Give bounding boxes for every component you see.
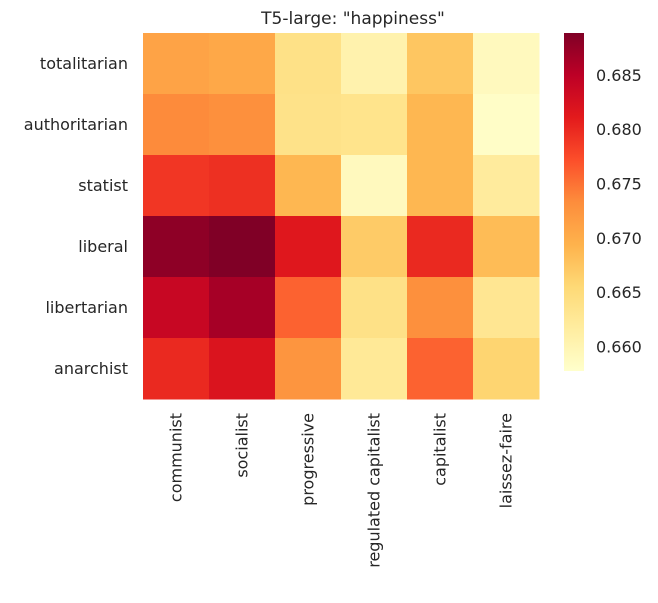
heatmap-cell	[275, 155, 342, 217]
heatmap-cell	[407, 216, 474, 278]
colorbar-tick-label: 0.685	[596, 66, 642, 85]
x-tick-label: communist	[167, 413, 186, 502]
heatmap-cell	[275, 338, 342, 400]
heatmap-cell	[143, 33, 210, 95]
heatmap-cell	[407, 33, 474, 95]
heatmap-cell	[209, 94, 276, 156]
colorbar-tick-label: 0.675	[596, 175, 642, 194]
heatmap-cell	[473, 277, 540, 339]
heatmap-cell	[473, 33, 540, 95]
heatmap-cell	[209, 33, 276, 95]
heatmap-cell	[143, 277, 210, 339]
heatmap-cell	[473, 94, 540, 156]
heatmap-cell	[143, 216, 210, 278]
heatmap-cell	[341, 338, 408, 400]
x-tick-label: laissez-faire	[497, 413, 516, 508]
colorbar-ticks: 0.660 0.665 0.670 0.675 0.680 0.685	[596, 66, 642, 357]
colorbar-tick-label: 0.680	[596, 120, 642, 139]
colorbar-tick-label: 0.665	[596, 283, 642, 302]
y-tick-label: libertarian	[45, 298, 128, 317]
x-tick-label: socialist	[233, 413, 252, 478]
heatmap-cell	[209, 277, 276, 339]
heatmap-cell	[341, 216, 408, 278]
y-tick-label: authoritarian	[24, 115, 128, 134]
heatmap-cell	[209, 216, 276, 278]
heatmap-cell	[407, 155, 474, 217]
x-tick-label: regulated capitalist	[365, 413, 384, 568]
heatmap-cell	[473, 338, 540, 400]
y-tick-label: anarchist	[54, 359, 128, 378]
heatmap-cell	[407, 338, 474, 400]
x-tick-label: progressive	[299, 413, 318, 506]
heatmap-cell	[407, 277, 474, 339]
heatmap-cell	[143, 338, 210, 400]
heatmap-cell	[341, 94, 408, 156]
heatmap-cell	[275, 216, 342, 278]
colorbar-tick-label: 0.660	[596, 338, 642, 357]
heatmap-cell	[143, 155, 210, 217]
y-tick-label: totalitarian	[40, 54, 128, 73]
heatmap-cell	[407, 94, 474, 156]
x-tick-label: capitalist	[431, 413, 450, 486]
heatmap-cell	[209, 338, 276, 400]
heatmap-cells	[143, 33, 540, 400]
chart-title: T5-large: "happiness"	[260, 9, 445, 29]
colorbar-tick-label: 0.670	[596, 229, 642, 248]
heatmap-cell	[341, 155, 408, 217]
heatmap-cell	[473, 216, 540, 278]
heatmap-cell	[341, 277, 408, 339]
heatmap-cell	[473, 155, 540, 217]
heatmap-cell	[275, 277, 342, 339]
heatmap-cell	[341, 33, 408, 95]
heatmap-cell	[143, 94, 210, 156]
heatmap-cell	[275, 94, 342, 156]
heatmap-cell	[209, 155, 276, 217]
y-axis-tick-labels: totalitarian authoritarian statist liberal l…	[24, 54, 128, 378]
y-tick-label: statist	[78, 176, 128, 195]
y-tick-label: liberal	[78, 237, 128, 256]
x-axis-tick-labels: communist socialist progressive regulated c…	[167, 413, 516, 568]
heatmap-cell	[275, 33, 342, 95]
colorbar	[564, 33, 584, 371]
